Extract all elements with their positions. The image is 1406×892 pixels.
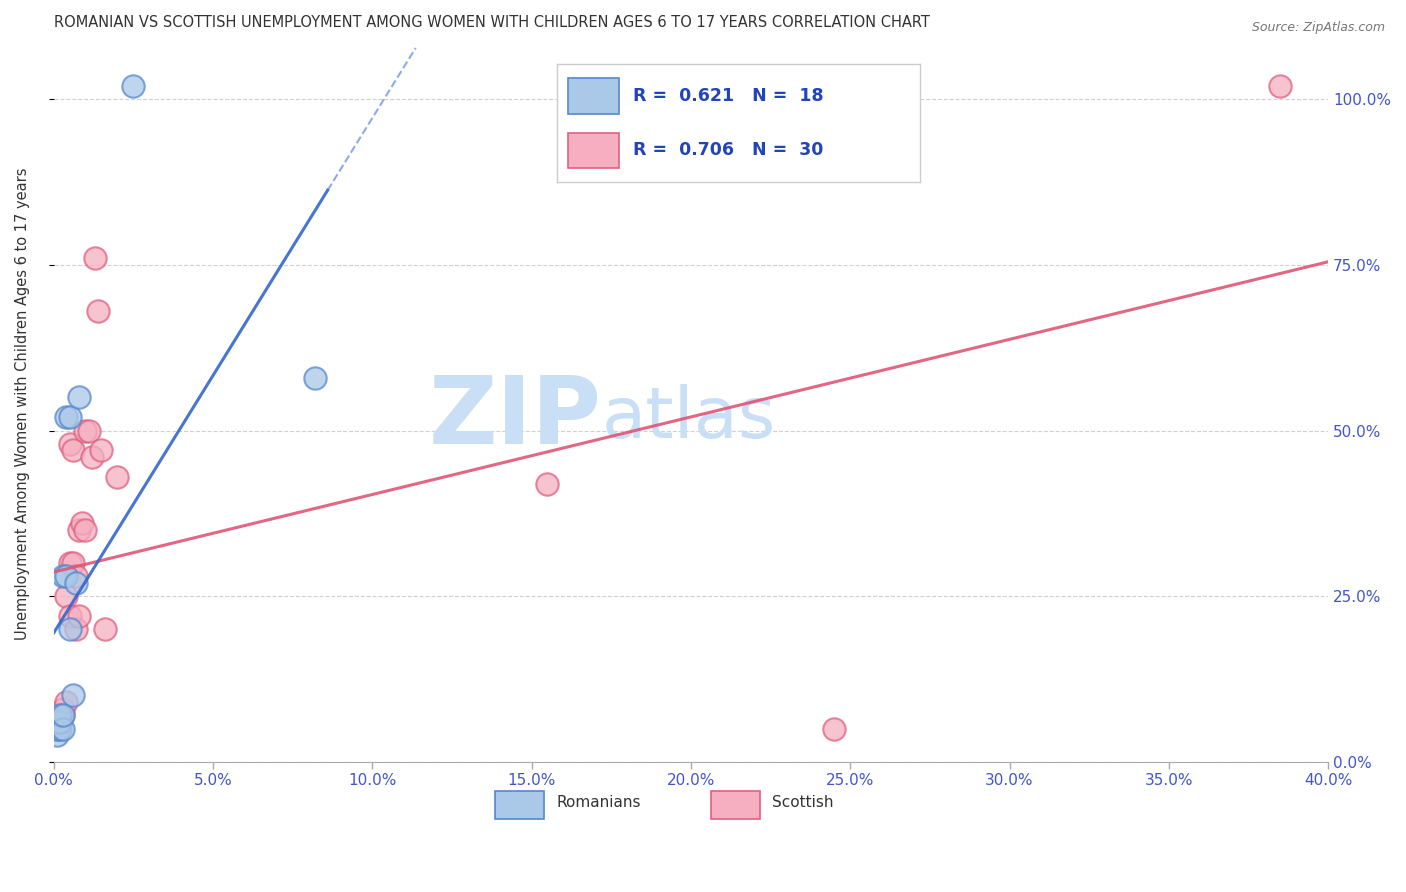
Point: [58, 410, 80, 425]
Point: [55, 589, 77, 603]
Point: [84, 252, 107, 266]
Point: [49, 714, 72, 729]
Point: [58, 622, 80, 636]
Point: [93, 622, 115, 636]
Point: [72, 516, 94, 531]
Point: [49, 714, 72, 729]
Point: [45, 722, 67, 736]
Point: [58, 609, 80, 624]
Point: [58, 437, 80, 451]
Point: [62, 689, 84, 703]
Point: [1270, 79, 1292, 94]
Point: [304, 370, 326, 384]
Text: atlas: atlas: [602, 384, 776, 453]
Point: [52, 708, 75, 723]
Point: [49, 722, 72, 736]
Point: [75, 523, 97, 537]
Point: [67, 609, 90, 624]
Point: [52, 701, 75, 715]
Point: [122, 79, 145, 94]
Point: [58, 556, 80, 570]
Point: [52, 569, 75, 583]
Point: [62, 556, 84, 570]
Point: [65, 575, 87, 590]
Point: [45, 728, 67, 742]
Point: [52, 722, 75, 736]
Point: [52, 708, 75, 723]
Y-axis label: Unemployment Among Women with Children Ages 6 to 17 years: Unemployment Among Women with Children A…: [15, 168, 30, 640]
Point: [77, 424, 100, 438]
Point: [55, 695, 77, 709]
Point: [65, 569, 87, 583]
Point: [45, 714, 67, 729]
Point: [75, 424, 97, 438]
Point: [536, 476, 558, 491]
Text: ROMANIAN VS SCOTTISH UNEMPLOYMENT AMONG WOMEN WITH CHILDREN AGES 6 TO 17 YEARS C: ROMANIAN VS SCOTTISH UNEMPLOYMENT AMONG …: [53, 15, 929, 30]
Point: [67, 523, 90, 537]
Point: [45, 714, 67, 729]
Point: [49, 708, 72, 723]
Text: ZIP: ZIP: [429, 372, 602, 465]
Point: [55, 569, 77, 583]
Point: [67, 391, 90, 405]
Point: [49, 708, 72, 723]
Point: [823, 722, 845, 736]
Point: [62, 443, 84, 458]
Point: [90, 443, 112, 458]
Point: [55, 410, 77, 425]
Point: [80, 450, 103, 464]
Text: Source: ZipAtlas.com: Source: ZipAtlas.com: [1251, 21, 1385, 34]
Point: [45, 722, 67, 736]
Point: [105, 470, 128, 484]
Point: [87, 304, 110, 318]
Point: [65, 622, 87, 636]
